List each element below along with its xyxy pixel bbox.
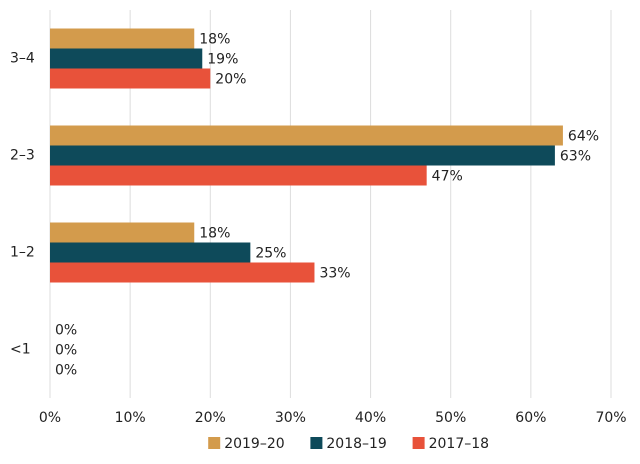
value-label: 33% xyxy=(319,266,350,282)
value-label: 0% xyxy=(55,323,77,339)
value-label: 47% xyxy=(432,169,463,185)
bar xyxy=(50,125,563,146)
value-label: 63% xyxy=(560,149,591,165)
legend-label: 2018–19 xyxy=(326,436,386,452)
y-tick-label: <1 xyxy=(10,342,31,358)
y-tick-label: 1–2 xyxy=(10,245,35,261)
value-label: 18% xyxy=(199,226,230,242)
x-tick-label: 40% xyxy=(355,410,386,426)
x-tick-label: 20% xyxy=(195,410,226,426)
y-tick-label: 3–4 xyxy=(10,51,35,67)
bar xyxy=(50,68,211,89)
bar xyxy=(50,48,203,69)
x-tick-label: 70% xyxy=(595,410,626,426)
value-label: 0% xyxy=(55,363,77,379)
bar xyxy=(50,262,315,283)
bar xyxy=(50,165,427,186)
legend-swatch xyxy=(208,437,221,449)
y-tick-label: 2–3 xyxy=(10,148,35,164)
legend-swatch xyxy=(310,437,323,449)
legend-label: 2019–20 xyxy=(224,436,284,452)
value-label: 64% xyxy=(568,129,599,145)
bar xyxy=(50,28,195,49)
x-tick-label: 60% xyxy=(515,410,546,426)
value-label: 18% xyxy=(199,32,230,48)
bar xyxy=(50,242,251,263)
value-label: 20% xyxy=(215,72,246,88)
legend-swatch xyxy=(412,437,425,449)
value-label: 0% xyxy=(55,343,77,359)
x-tick-label: 50% xyxy=(435,410,466,426)
x-tick-label: 30% xyxy=(275,410,306,426)
value-label: 25% xyxy=(255,246,286,262)
x-tick-label: 10% xyxy=(115,410,146,426)
legend-label: 2017–18 xyxy=(429,436,489,452)
x-tick-label: 0% xyxy=(39,410,61,426)
bar xyxy=(50,222,195,243)
bar xyxy=(50,145,555,166)
value-label: 19% xyxy=(207,52,238,68)
